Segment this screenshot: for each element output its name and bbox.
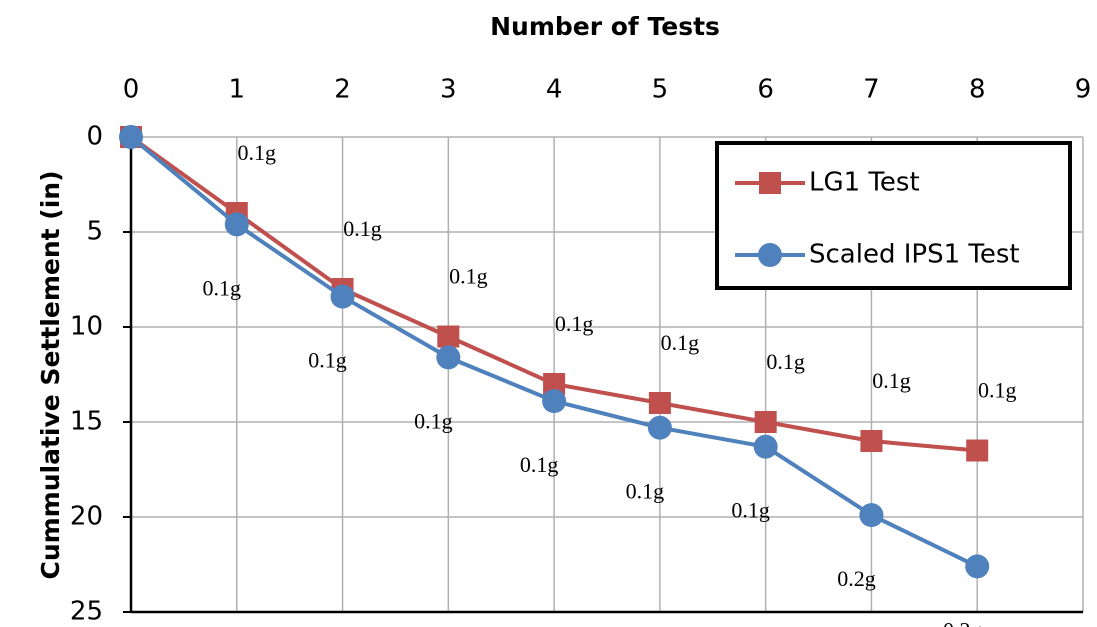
annotation: 0.1g	[520, 452, 559, 477]
x-axis-label: Number of Tests	[490, 12, 720, 41]
marker	[437, 325, 460, 348]
y-tick-label: 10	[70, 312, 103, 342]
annotation: 0.1g	[308, 348, 347, 373]
x-tick-label: 8	[969, 75, 986, 105]
annotation: 0.1g	[661, 330, 700, 355]
marker	[965, 554, 990, 579]
annotation: 0.2g	[837, 566, 876, 591]
marker	[330, 284, 355, 309]
marker	[754, 411, 777, 433]
y-tick-label: 0	[86, 122, 103, 152]
x-tick-label: 6	[757, 75, 774, 105]
marker	[224, 212, 249, 237]
y-tick-label: 25	[70, 597, 103, 627]
annotation: 0.1g	[343, 216, 382, 241]
marker	[543, 373, 566, 395]
marker	[860, 430, 883, 452]
legend-marker	[759, 172, 781, 194]
x-tick-label: 9	[1075, 75, 1092, 105]
x-tick-label: 0	[123, 75, 140, 105]
y-tick-label: 20	[70, 502, 103, 532]
x-tick-label: 7	[863, 75, 880, 105]
legend-label: Scaled IPS1 Test	[809, 240, 1020, 270]
legend-marker	[758, 243, 782, 267]
annotation: 0.1g	[555, 311, 594, 336]
y-tick-label: 15	[70, 407, 103, 437]
y-axis-label: Cummulative Settlement (in)	[36, 170, 65, 579]
marker	[436, 345, 461, 370]
annotation: 0.1g	[766, 349, 805, 374]
marker	[648, 392, 671, 414]
marker	[966, 439, 989, 462]
annotation: 0.1g	[449, 264, 488, 289]
x-tick-label: 3	[440, 75, 457, 105]
annotation: 0.1g	[872, 368, 911, 393]
annotation: 0.1g	[414, 408, 453, 433]
marker	[542, 389, 567, 414]
annotation: 0.1g	[731, 498, 770, 523]
marker	[647, 415, 672, 440]
annotation: 0.1g	[978, 378, 1017, 403]
legend-label: LG1 Test	[809, 168, 920, 198]
x-tick-label: 4	[546, 75, 563, 105]
y-tick-label: 5	[86, 217, 103, 247]
marker	[859, 503, 884, 528]
annotation: 0.1g	[626, 479, 665, 504]
annotation: 0.1g	[238, 140, 277, 165]
annotation: 0.1g	[203, 275, 242, 300]
marker	[753, 434, 778, 459]
annotation: 0.2g	[943, 617, 982, 627]
x-tick-label: 1	[229, 75, 246, 105]
x-tick-label: 2	[334, 75, 351, 105]
x-tick-label: 5	[652, 75, 669, 105]
marker	[119, 125, 143, 149]
